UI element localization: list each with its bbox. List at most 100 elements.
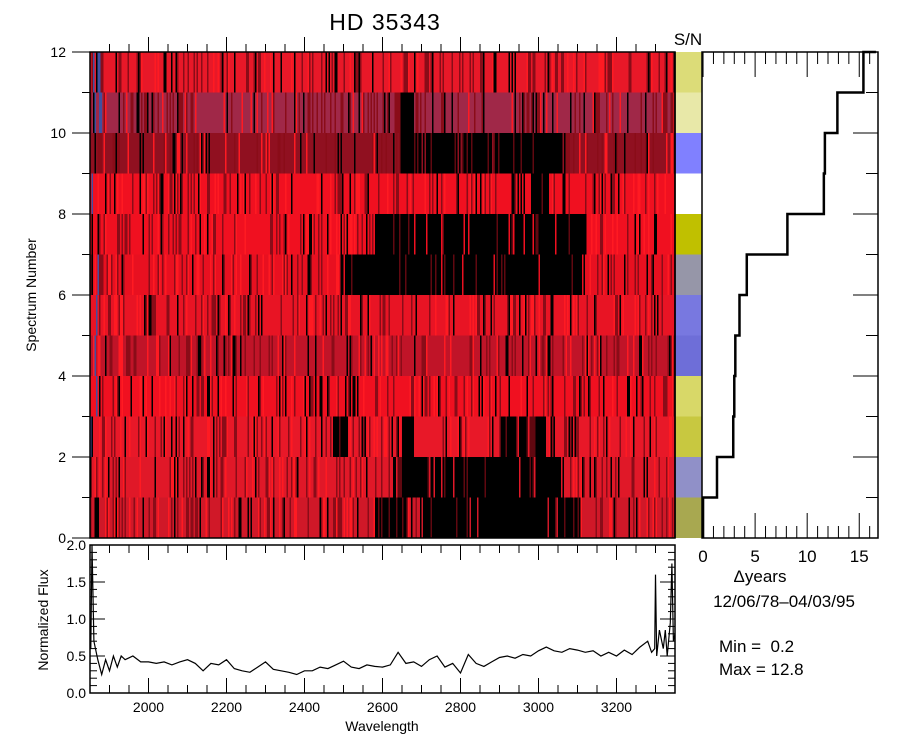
heatmap-stripe <box>153 92 155 133</box>
heatmap-stripe <box>235 214 237 255</box>
heatmap-stripe <box>283 133 285 174</box>
heatmap-stripe <box>247 376 249 417</box>
heatmap-stripe <box>519 254 521 295</box>
heatmap-stripe <box>375 376 377 417</box>
heatmap-stripe <box>498 497 500 538</box>
heatmap-stripe <box>375 497 377 538</box>
heatmap-stripe <box>531 254 533 295</box>
heatmap-stripe <box>406 92 408 133</box>
heatmap-stripe <box>637 254 639 295</box>
heatmap-stripe <box>532 52 534 93</box>
heatmap-stripe <box>349 173 351 214</box>
heatmap-stripe <box>540 92 542 133</box>
heatmap-stripe <box>456 497 458 538</box>
heatmap-stripe <box>616 295 618 336</box>
heatmap-stripe <box>564 173 566 214</box>
heatmap-stripe <box>147 335 149 376</box>
heatmap-stripe <box>384 497 386 538</box>
heatmap-stripe <box>462 254 464 295</box>
heatmap-stripe <box>529 457 531 498</box>
heatmap-stripe <box>180 214 182 255</box>
heatmap-stripe <box>589 416 591 457</box>
heatmap-stripe <box>604 173 606 214</box>
heatmap-stripe <box>639 335 641 376</box>
heatmap-stripe <box>357 52 359 93</box>
heatmap-stripe <box>463 497 465 538</box>
heatmap-stripe <box>363 376 365 417</box>
heatmap-stripe <box>499 497 501 538</box>
heatmap-stripe <box>598 52 600 93</box>
heatmap-stripe <box>259 52 261 93</box>
heatmap-stripe <box>327 497 329 538</box>
heatmap-stripe <box>312 214 314 255</box>
heatmap-stripe <box>396 335 398 376</box>
heatmap-stripe <box>334 92 336 133</box>
heatmap-stripe <box>487 416 489 457</box>
heatmap-stripe <box>429 497 431 538</box>
heatmap-stripe <box>358 173 360 214</box>
heatmap-stripe <box>408 416 410 457</box>
heatmap-stripe <box>352 254 354 295</box>
heatmap-stripe <box>513 214 515 255</box>
heatmap-stripe <box>412 457 414 498</box>
heatmap-stripe <box>424 173 426 214</box>
heatmap-stripe <box>472 133 474 174</box>
heatmap-stripe <box>532 416 534 457</box>
x-tick-label: 2000 <box>133 699 164 715</box>
heatmap-stripe <box>420 254 422 295</box>
heatmap-stripe <box>645 133 647 174</box>
heatmap-stripe <box>132 254 134 295</box>
heatmap-stripe <box>547 376 549 417</box>
heatmap-stripe <box>561 52 563 93</box>
heatmap-stripe <box>319 295 321 336</box>
heatmap-stripe <box>94 92 96 133</box>
heatmap-stripe <box>462 133 464 174</box>
y-tick-label: 10 <box>50 125 66 141</box>
heatmap-stripe <box>439 214 441 255</box>
heatmap-stripe <box>552 416 554 457</box>
heatmap-stripe <box>352 497 354 538</box>
heatmap-stripe <box>477 254 479 295</box>
heatmap-stripe <box>499 133 501 174</box>
heatmap-stripe <box>207 52 209 93</box>
heatmap-stripe <box>225 335 227 376</box>
heatmap-stripe <box>591 214 593 255</box>
heatmap-stripe <box>202 254 204 295</box>
heatmap-stripe <box>420 457 422 498</box>
heatmap-stripe <box>91 214 93 255</box>
heatmap-stripe <box>589 376 591 417</box>
heatmap-stripe <box>187 214 189 255</box>
heatmap-stripe <box>520 133 522 174</box>
heatmap-stripe <box>390 52 392 93</box>
heatmap-stripe <box>231 254 233 295</box>
heatmap-stripe <box>522 214 524 255</box>
heatmap-stripe <box>348 92 350 133</box>
heatmap-stripe <box>181 254 183 295</box>
heatmap-stripe <box>99 214 101 255</box>
heatmap-stripe <box>324 497 326 538</box>
y-tick-label: 12 <box>50 44 66 60</box>
heatmap-stripe <box>534 214 536 255</box>
heatmap-stripe <box>538 92 540 133</box>
heatmap-stripe <box>544 52 546 93</box>
heatmap-stripe <box>435 497 437 538</box>
heatmap-stripe <box>373 92 375 133</box>
heatmap-stripe <box>507 133 509 174</box>
heatmap-stripe <box>339 416 341 457</box>
y-tick-label: 1.5 <box>67 574 87 590</box>
heatmap-stripe <box>294 133 296 174</box>
heatmap-stripe <box>543 214 545 255</box>
heatmap-stripe <box>337 173 339 214</box>
date-range-label: 12/06/78–04/03/95 <box>713 592 855 611</box>
heatmap-stripe <box>645 173 647 214</box>
heatmap-stripe <box>594 416 596 457</box>
heatmap-stripe <box>520 376 522 417</box>
heatmap-stripe <box>204 214 206 255</box>
heatmap-stripe <box>105 173 107 214</box>
heatmap-stripe <box>498 133 500 174</box>
heatmap-stripe <box>493 52 495 93</box>
heatmap-stripe <box>181 173 183 214</box>
heatmap-stripe <box>438 497 440 538</box>
heatmap-stripe <box>190 173 192 214</box>
heatmap-stripe <box>114 416 116 457</box>
